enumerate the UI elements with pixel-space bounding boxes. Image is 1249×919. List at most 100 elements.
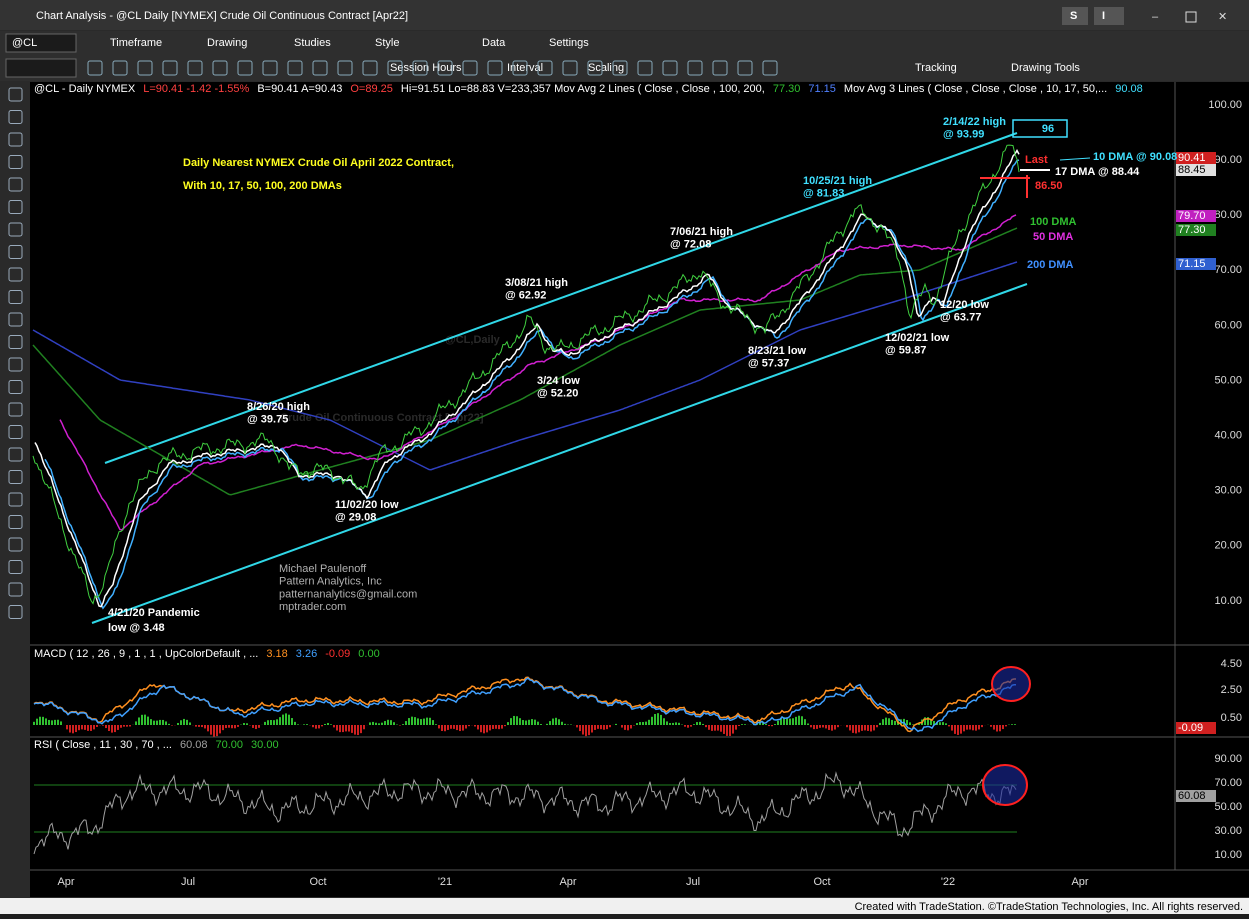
tool-icon[interactable]: [8, 425, 23, 439]
toolbar-icon[interactable]: [187, 60, 203, 76]
title-bar: [0, 0, 1249, 30]
tool-icon[interactable]: [8, 132, 23, 147]
toolbar-icon[interactable]: [537, 60, 553, 76]
s-button[interactable]: [1062, 7, 1088, 25]
toolbar-icon[interactable]: [137, 60, 153, 76]
i-button[interactable]: [1094, 7, 1124, 25]
minimize[interactable]: –: [1152, 11, 1159, 23]
tool-icon[interactable]: [8, 155, 23, 169]
toolbar-icon[interactable]: [387, 60, 403, 76]
toolbar-icon[interactable]: [687, 60, 703, 76]
toolbar-icon[interactable]: [287, 60, 303, 76]
macd-header: 3.18: [266, 648, 287, 660]
interval-box[interactable]: [5, 58, 77, 78]
annotation: 3/24 low: [537, 375, 580, 387]
tool-icon[interactable]: [8, 537, 23, 552]
price-tick-label: 80.00: [1214, 209, 1242, 221]
tool-icon[interactable]: [8, 312, 23, 327]
macd-signal: [33, 677, 1016, 733]
toolbar-icon[interactable]: [237, 60, 253, 76]
toolbar-icon[interactable]: [587, 60, 603, 76]
pointer: [1059, 157, 1091, 161]
tool-icon[interactable]: [8, 335, 23, 349]
toolbar-item[interactable]: Data: [482, 37, 506, 49]
tool-icon[interactable]: [8, 110, 23, 124]
highlight: [991, 666, 1031, 702]
toolbar-icon[interactable]: [87, 60, 103, 76]
tool-icon[interactable]: [8, 380, 23, 394]
toolbar-icon[interactable]: [312, 60, 328, 76]
macd-tick-label: 4.50: [1221, 658, 1242, 670]
toolbar-item[interactable]: Interval: [507, 62, 543, 74]
toolbar-item[interactable]: Timeframe: [110, 37, 162, 49]
tool-icon[interactable]: [8, 582, 23, 597]
tool-icon[interactable]: [8, 245, 23, 259]
price-tick-label: 50.00: [1214, 374, 1242, 386]
chart-header: 71.15: [808, 83, 836, 95]
toolbar-item[interactable]: Studies: [294, 37, 331, 49]
toolbar-icon[interactable]: [412, 60, 428, 76]
toolbar-icon[interactable]: [212, 60, 228, 76]
annotation: 10/25/21 high: [803, 175, 872, 187]
tool-strip: [0, 82, 30, 662]
toolbar-icon[interactable]: [462, 60, 478, 76]
toolbar-item[interactable]: Drawing Tools: [1011, 62, 1080, 74]
toolbar-item[interactable]: Tracking: [915, 62, 957, 74]
toolbar-icon[interactable]: [762, 60, 778, 76]
toolbar-item[interactable]: Settings: [549, 37, 589, 49]
price-box: [1176, 210, 1216, 222]
toolbar-icon[interactable]: [437, 60, 453, 76]
tool-icon[interactable]: [8, 492, 23, 507]
tool-icon[interactable]: [8, 560, 23, 574]
tool-icon[interactable]: [8, 200, 23, 214]
tool-icon[interactable]: [8, 177, 23, 192]
toolbar-item[interactable]: Drawing: [207, 37, 247, 49]
toolbar-icon[interactable]: [737, 60, 753, 76]
toolbar-item[interactable]: Session Hours: [390, 62, 462, 74]
toolbar-icon[interactable]: [162, 60, 178, 76]
annotation: 10 DMA @ 90.08: [1093, 151, 1177, 163]
toolbar-icon[interactable]: [112, 60, 128, 76]
macd-header: 3.26: [296, 648, 317, 660]
price-tick-label: 30.00: [1214, 485, 1242, 497]
tool-icon[interactable]: [8, 87, 23, 102]
tool-icon[interactable]: [8, 605, 23, 619]
maximize[interactable]: [1185, 11, 1197, 23]
toolbar-icon[interactable]: [612, 60, 628, 76]
price-bars: [32, 144, 1020, 605]
annotation: 7/06/21 high: [670, 226, 733, 238]
x-tick-label: Apr: [559, 876, 576, 888]
tool-icon[interactable]: [8, 222, 23, 237]
tool-icon[interactable]: [8, 290, 23, 304]
price-tick-label: 70.00: [1214, 264, 1242, 276]
annotation: @ 93.99: [943, 129, 984, 141]
annotation: @ 29.08: [335, 512, 376, 524]
macd-tick-label: 0.50: [1221, 712, 1242, 724]
tool-icon[interactable]: [8, 470, 23, 484]
toolbar-icon[interactable]: [562, 60, 578, 76]
toolbar-icon[interactable]: [337, 60, 353, 76]
toolbar-icon[interactable]: [512, 60, 528, 76]
toolbar-item[interactable]: Style: [375, 37, 399, 49]
tool-icon[interactable]: [8, 515, 23, 529]
toolbar-item[interactable]: @CL: [12, 37, 37, 49]
toolbar-icon[interactable]: [362, 60, 378, 76]
target-box: [1012, 119, 1068, 138]
channel-upper: [104, 132, 1018, 464]
toolbar-icon[interactable]: [637, 60, 653, 76]
toolbar-icon[interactable]: [487, 60, 503, 76]
toolbar-icon[interactable]: [712, 60, 728, 76]
toolbar-icon[interactable]: [662, 60, 678, 76]
toolbar-item[interactable]: Scaling: [588, 62, 624, 74]
price-box-label: 79.70: [1178, 210, 1206, 222]
close[interactable]: ✕: [1218, 11, 1227, 23]
toolbar-icon[interactable]: [262, 60, 278, 76]
tool-icon[interactable]: [8, 447, 23, 462]
tool-icon[interactable]: [8, 267, 23, 282]
symbol-box[interactable]: [5, 33, 77, 53]
macd-header: -0.09: [325, 648, 350, 660]
tool-icon[interactable]: [8, 357, 23, 372]
annotation: @ 57.37: [748, 358, 789, 370]
ma-200: [32, 261, 1018, 471]
tool-icon[interactable]: [8, 402, 23, 417]
